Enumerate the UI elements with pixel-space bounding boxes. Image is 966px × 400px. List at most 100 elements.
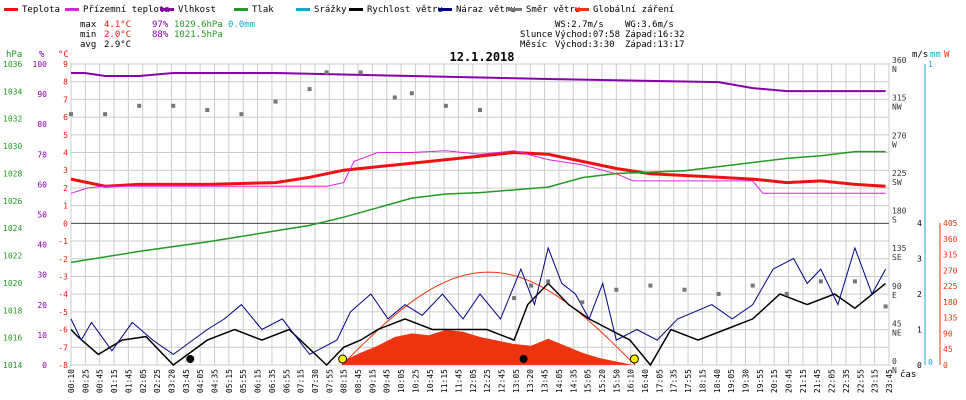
wind-direction-point (716, 291, 721, 296)
stat-min-temp: 2.0°C (104, 30, 131, 40)
hpa-tick-label: 1032 (3, 115, 22, 124)
wind-direction-point (614, 287, 619, 292)
wind-direction-point (512, 296, 517, 301)
stat-max-hum: 97% (152, 20, 169, 30)
wind-direction-point (273, 99, 278, 104)
stat-moon-label: Měsíc (520, 40, 547, 50)
wind-direction-point (307, 87, 312, 92)
direction-deg-label: 45 (892, 319, 902, 328)
time-tick-label: 12:45 (498, 369, 507, 393)
pct-tick-label: 10 (37, 331, 47, 340)
wind-direction-point (852, 279, 857, 284)
time-tick-label: 22:55 (856, 369, 865, 393)
legend-swatch (234, 8, 248, 11)
moon-icon (519, 355, 528, 363)
hpa-tick-label: 1016 (3, 334, 22, 343)
time-tick-label: 08:15 (340, 369, 349, 393)
pct-tick-label: 60 (37, 180, 47, 189)
time-tick-label: 05:15 (225, 369, 234, 393)
pct-tick-label: 30 (37, 271, 47, 280)
radiation-tick-label: 0 (943, 361, 948, 370)
axis-unit-w: W (944, 50, 950, 60)
wind-direction-point (358, 70, 363, 75)
legend-swatch (508, 8, 522, 11)
time-tick-label: 00:10 (67, 369, 76, 393)
time-tick-label: 05:55 (239, 369, 248, 393)
time-tick-label: 22:35 (842, 369, 851, 393)
direction-deg-label: 180 (892, 207, 907, 216)
ms-tick-label: 2 (917, 290, 922, 299)
time-tick-label: 03:20 (167, 369, 176, 393)
direction-deg-label: 315 (892, 94, 907, 103)
wind-direction-point (883, 304, 888, 309)
time-tick-label: 09:45 (383, 369, 392, 393)
stat-avg-label: avg (80, 40, 96, 50)
axis-unit-pct: % (39, 50, 45, 60)
plot-area (69, 70, 888, 367)
hpa-tick-label: 1024 (3, 224, 22, 233)
legend-item: Směr větru (526, 5, 580, 15)
axis-unit-ms: m/s (912, 50, 928, 60)
pct-tick-label: 90 (37, 90, 47, 99)
temp-tick-label: -5 (58, 308, 68, 317)
temp-tick-label: 9 (63, 60, 68, 69)
temp-tick-label: 4 (63, 149, 68, 158)
ms-tick-label: 1 (917, 326, 922, 335)
hpa-tick-label: 1034 (3, 87, 22, 96)
legend-swatch (575, 8, 589, 11)
time-tick-label: 07:30 (311, 369, 320, 393)
direction-deg-label: 0 (892, 357, 897, 366)
direction-label: N (892, 65, 897, 74)
radiation-tick-label: 45 (943, 345, 953, 354)
stat-min-press: 1021.5hPa (174, 30, 223, 40)
pct-tick-label: 20 (37, 301, 47, 310)
direction-label: NW (892, 103, 902, 112)
sun-icon (338, 354, 348, 364)
time-tick-label: 23:15 (871, 369, 880, 393)
axis-unit-time: čas (900, 369, 916, 380)
time-tick-label: 13:45 (541, 369, 550, 393)
wind-direction-point (137, 103, 142, 108)
legend-item: Tlak (252, 5, 274, 15)
time-tick-label: 04:35 (211, 369, 220, 393)
time-tick-label: 10:05 (397, 369, 406, 393)
time-tick-label: 20:15 (770, 369, 779, 393)
time-tick-label: 02:25 (153, 369, 162, 393)
legend-item: Náraz větru (456, 5, 516, 15)
stat-moon-set: Západ:13:17 (625, 40, 685, 50)
time-tick-label: 11:15 (440, 369, 449, 393)
stat-avg-temp: 2.9°C (104, 40, 131, 50)
time-tick-label: 18:15 (698, 369, 707, 393)
time-tick-label: 00:25 (81, 369, 90, 393)
moon-icon (186, 355, 195, 363)
mm-tick-label: 0 (928, 358, 933, 367)
direction-label: NE (892, 328, 902, 337)
hpa-tick-label: 1026 (3, 197, 22, 206)
time-tick-label: 06:15 (254, 369, 263, 393)
temp-tick-label: 6 (63, 113, 68, 122)
stat-sun-rise: Východ:07:58 (555, 30, 620, 40)
hpa-tick-label: 1036 (3, 60, 22, 69)
pct-tick-label: 80 (37, 120, 47, 129)
temp-tick-label: -6 (58, 326, 68, 335)
axis-unit-mm: mm (930, 50, 941, 60)
axis-unit-degc: °C (58, 50, 69, 60)
time-tick-label: 07:15 (297, 369, 306, 393)
mm-tick-label: 1 (928, 60, 933, 69)
time-tick-label: 16:10 (627, 369, 636, 393)
time-tick-label: 22:05 (828, 369, 837, 393)
time-tick-label: 19:30 (741, 369, 750, 393)
time-tick-label: 02:05 (139, 369, 148, 393)
ground-temperature-line (70, 150, 886, 194)
time-tick-label: 10:45 (426, 369, 435, 393)
temp-tick-label: -1 (58, 237, 68, 246)
temp-tick-label: 0 (63, 219, 68, 228)
direction-label: W (892, 140, 897, 149)
wind-speed-line (70, 282, 887, 367)
wind-direction-point (580, 300, 585, 305)
time-tick-label: 18:40 (713, 369, 722, 393)
stat-wg: WG:3.6m/s (625, 20, 674, 30)
legend-swatch (65, 8, 79, 11)
